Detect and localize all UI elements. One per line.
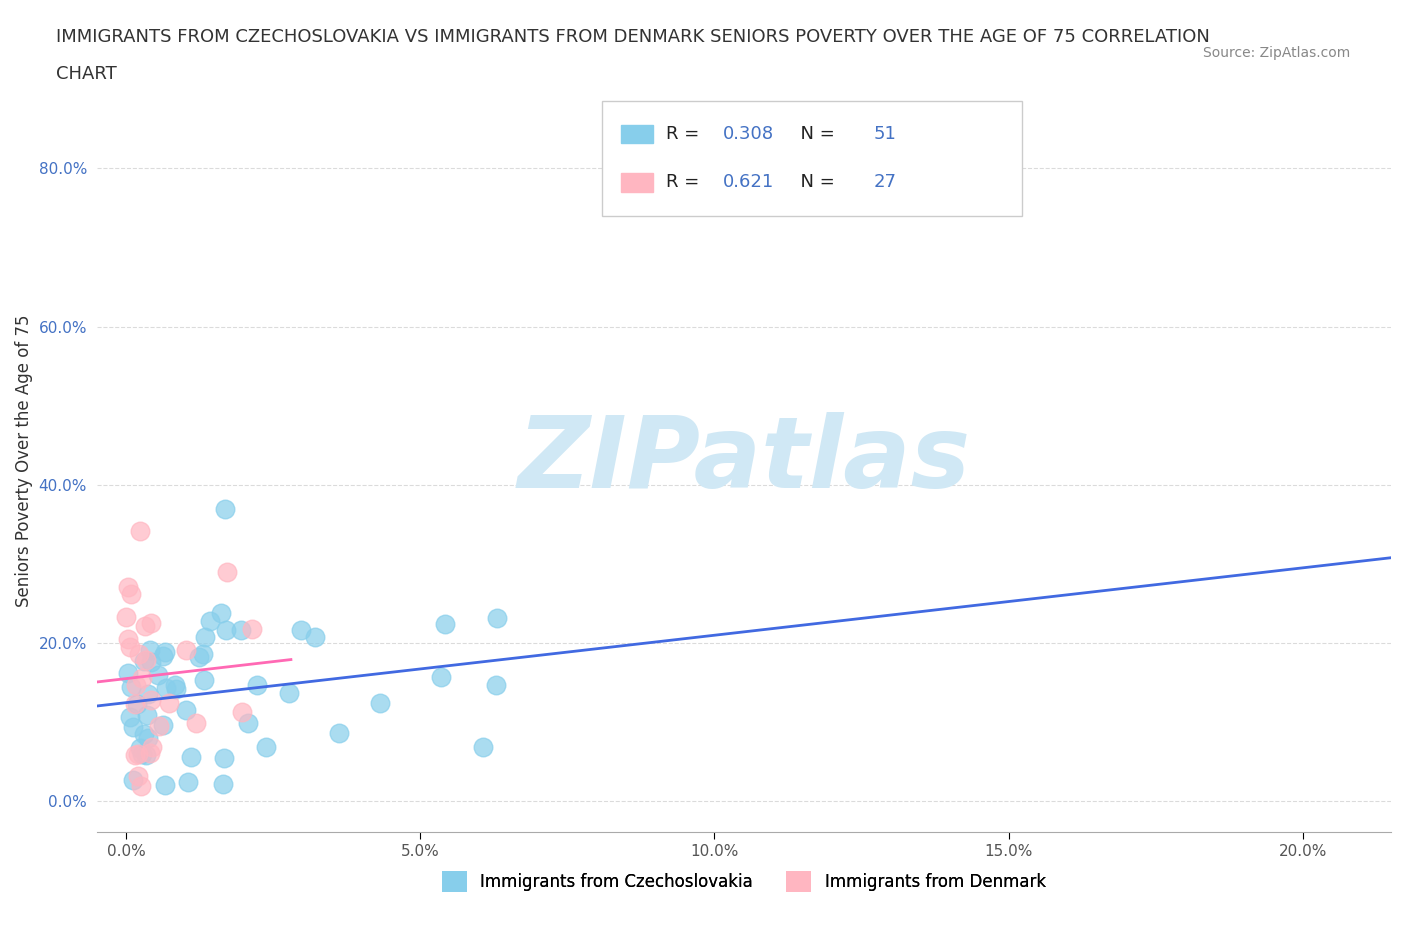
- Point: [212, 777, 235, 791]
- Text: 27: 27: [873, 173, 896, 192]
- Point: [135, 653, 157, 668]
- Point: [139, 643, 162, 658]
- Point: [139, 746, 162, 761]
- Point: [136, 731, 159, 746]
- Point: [254, 740, 277, 755]
- Text: 0.308: 0.308: [723, 125, 775, 143]
- FancyBboxPatch shape: [602, 100, 1022, 216]
- Text: N =: N =: [789, 173, 841, 192]
- Point: [433, 617, 456, 631]
- Point: [131, 747, 153, 762]
- Point: [157, 695, 180, 710]
- Point: [485, 677, 508, 692]
- Text: R =: R =: [666, 173, 706, 192]
- Point: [191, 646, 214, 661]
- Y-axis label: Seniors Poverty Over the Age of 75: Seniors Poverty Over the Age of 75: [15, 314, 32, 607]
- Point: [328, 725, 350, 740]
- Point: [278, 685, 301, 700]
- Point: [129, 778, 152, 793]
- Point: [194, 630, 217, 644]
- Point: [134, 726, 156, 741]
- Text: 51: 51: [873, 125, 896, 143]
- Point: [184, 716, 207, 731]
- Point: [198, 614, 221, 629]
- Point: [120, 587, 142, 602]
- Point: [124, 697, 146, 711]
- Point: [430, 670, 453, 684]
- Point: [117, 579, 139, 594]
- Point: [136, 686, 159, 701]
- Point: [238, 715, 260, 730]
- Point: [117, 631, 139, 646]
- Text: R =: R =: [666, 125, 706, 143]
- Point: [135, 748, 157, 763]
- Legend: Immigrants from Czechoslovakia, Immigrants from Denmark: Immigrants from Czechoslovakia, Immigran…: [436, 865, 1053, 898]
- Point: [125, 677, 148, 692]
- Point: [127, 746, 149, 761]
- Point: [139, 693, 162, 708]
- FancyBboxPatch shape: [621, 173, 654, 192]
- Text: Source: ZipAtlas.com: Source: ZipAtlas.com: [1202, 46, 1350, 60]
- Point: [153, 644, 176, 659]
- Text: IMMIGRANTS FROM CZECHOSLOVAKIA VS IMMIGRANTS FROM DENMARK SENIORS POVERTY OVER T: IMMIGRANTS FROM CZECHOSLOVAKIA VS IMMIGR…: [56, 28, 1211, 46]
- Point: [141, 616, 163, 631]
- Point: [141, 739, 163, 754]
- Point: [180, 750, 202, 764]
- Point: [240, 621, 263, 636]
- Point: [486, 611, 509, 626]
- Point: [370, 696, 392, 711]
- Text: ZIPatlas: ZIPatlas: [517, 412, 970, 510]
- Point: [127, 768, 149, 783]
- Point: [212, 751, 235, 765]
- Point: [152, 717, 174, 732]
- Point: [115, 609, 138, 624]
- Point: [124, 748, 146, 763]
- Point: [148, 719, 170, 734]
- Point: [120, 639, 142, 654]
- Point: [193, 673, 215, 688]
- Point: [231, 622, 253, 637]
- Text: 0.621: 0.621: [723, 173, 775, 192]
- Point: [176, 775, 198, 790]
- Point: [245, 678, 267, 693]
- FancyBboxPatch shape: [621, 125, 654, 143]
- Point: [117, 666, 139, 681]
- Point: [146, 668, 169, 683]
- Point: [304, 630, 326, 644]
- Text: N =: N =: [789, 125, 841, 143]
- Point: [187, 650, 209, 665]
- Point: [209, 606, 232, 621]
- Point: [134, 618, 156, 633]
- Point: [472, 740, 495, 755]
- Point: [122, 720, 145, 735]
- Point: [152, 648, 174, 663]
- Point: [153, 778, 176, 793]
- Point: [290, 623, 312, 638]
- Point: [217, 565, 239, 579]
- Point: [163, 677, 186, 692]
- Point: [176, 643, 198, 658]
- Point: [131, 671, 153, 685]
- Point: [141, 654, 163, 669]
- Point: [231, 704, 253, 719]
- Point: [165, 682, 187, 697]
- Point: [120, 679, 142, 694]
- Point: [134, 654, 156, 669]
- Point: [118, 710, 141, 724]
- Point: [155, 680, 177, 695]
- Point: [129, 740, 152, 755]
- Point: [215, 623, 238, 638]
- Point: [129, 524, 152, 538]
- Text: CHART: CHART: [56, 65, 117, 83]
- Point: [136, 708, 159, 723]
- Point: [174, 702, 197, 717]
- Point: [125, 697, 148, 711]
- Point: [121, 772, 143, 787]
- Point: [214, 501, 236, 516]
- Point: [128, 646, 150, 661]
